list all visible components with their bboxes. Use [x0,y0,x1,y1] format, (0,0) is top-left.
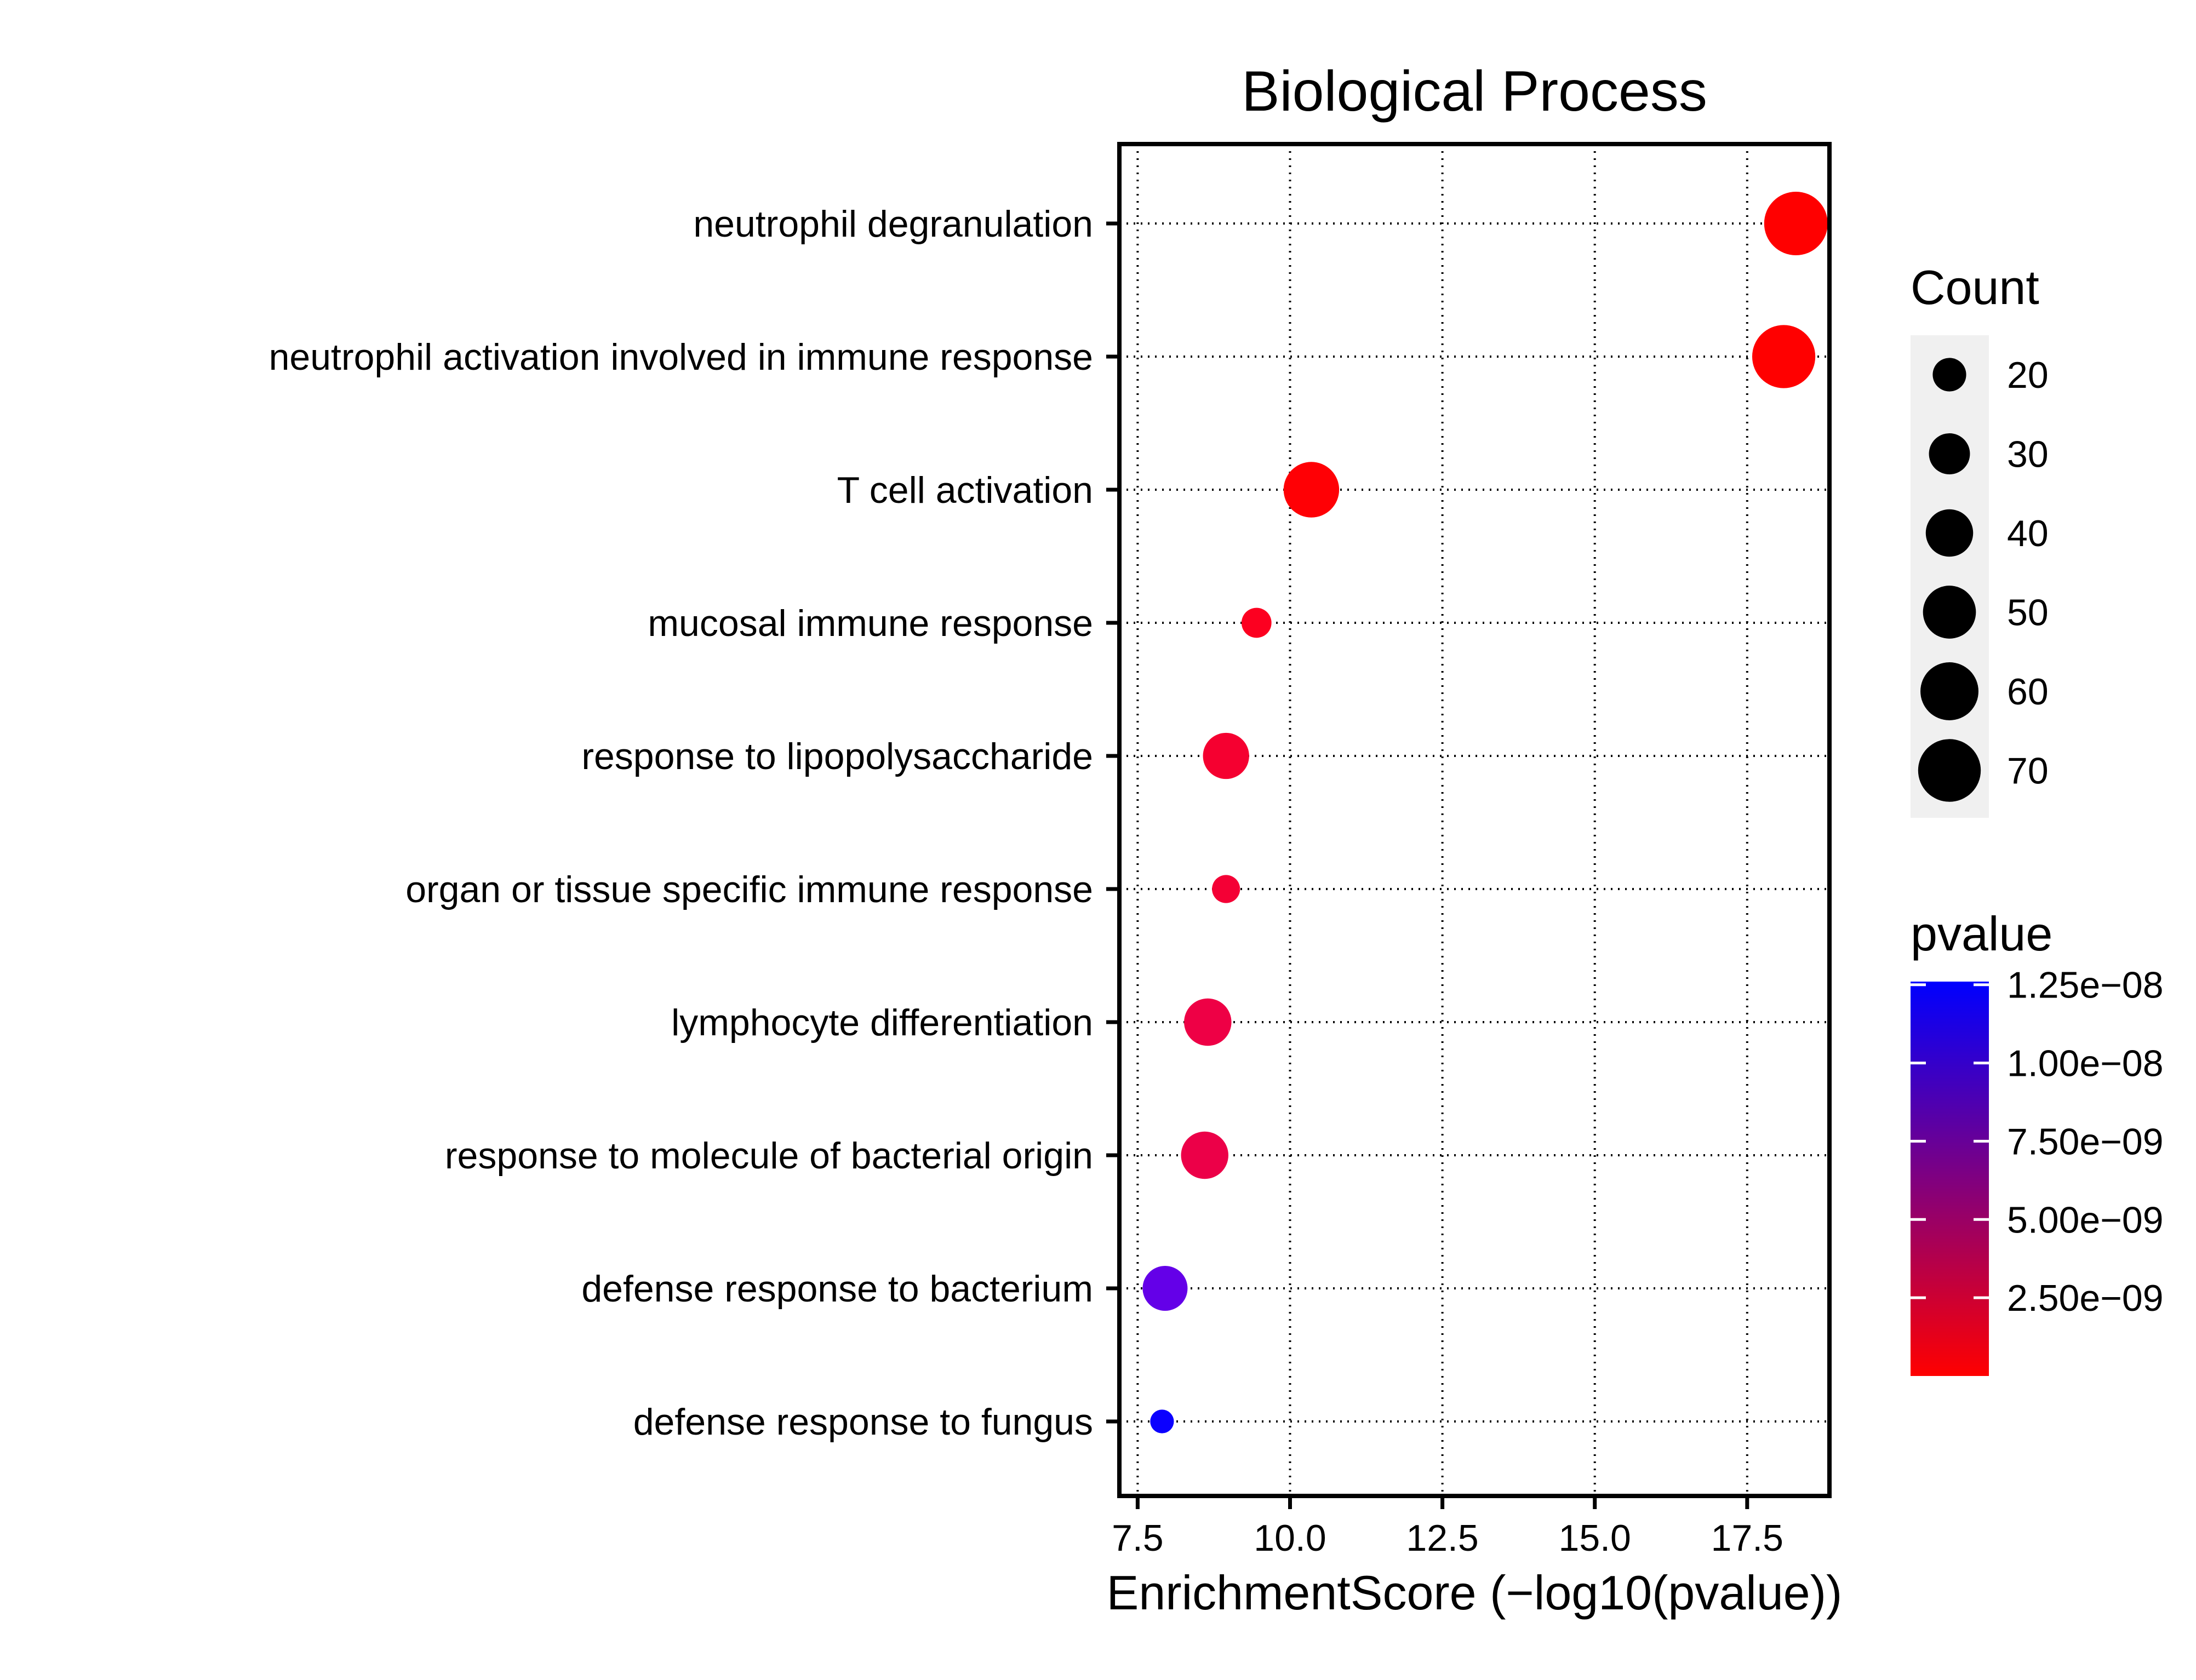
x-axis-ticks: 7.5 10.0 12.5 15.0 17.5 [1112,1496,1783,1559]
x-tick-label: 12.5 [1406,1517,1478,1559]
category-labels: neutrophil degranulation neutrophil activ… [269,203,1093,1443]
category-label: defense response to bacterium [581,1268,1093,1310]
legend-count-label: 60 [2007,671,2049,713]
x-tick-label: 15.0 [1559,1517,1631,1559]
legend-pvalue-colorbar [1911,982,1989,1376]
grid-lines [1119,144,1829,1496]
legend-pvalue: pvalue 1.25e−08 1.00e−08 7.50e−09 5.00e−09 2… [1911,907,2164,1376]
legend-count-key-background [1911,335,1989,818]
x-axis-title: EnrichmentScore (−log10(pvalue)) [1107,1566,1843,1620]
data-point [1150,1409,1174,1434]
legend-count-key [1918,739,1981,802]
category-label: organ or tissue specific immune response [405,869,1093,910]
data-point [1283,462,1340,518]
legend-count-key [1920,662,1978,720]
legend-count-key [1925,509,1974,557]
legend-count-key [1923,586,1976,639]
legend-count-title: Count [1911,260,2039,314]
category-label: lymphocyte differentiation [671,1002,1093,1043]
x-tick-label: 17.5 [1711,1517,1783,1559]
x-tick-label: 10.0 [1254,1517,1326,1559]
legend-count-label: 70 [2007,750,2049,792]
category-label: response to molecule of bacterial origin [445,1135,1093,1177]
category-label: defense response to fungus [633,1401,1093,1443]
category-label: neutrophil degranulation [693,203,1093,245]
data-point [1752,325,1816,388]
data-points [1142,192,1828,1434]
data-point [1184,998,1232,1046]
legend-pvalue-label: 5.00e−09 [2007,1199,2164,1241]
legend-count-items: 20 30 40 50 60 70 [1918,354,2049,802]
legend-pvalue-label: 1.25e−08 [2007,965,2164,1006]
category-label: mucosal immune response [648,603,1093,644]
legend-count-label: 20 [2007,354,2049,396]
category-label: response to lipopolysaccharide [581,736,1093,777]
data-point [1142,1265,1188,1311]
legend-count-label: 50 [2007,592,2049,634]
legend-pvalue-breaks: 1.25e−08 1.00e−08 7.50e−09 5.00e−09 2.50e−09 [1911,965,2164,1319]
data-point [1203,732,1249,779]
legend-count-key [1932,358,1966,392]
data-point [1181,1131,1228,1179]
legend-pvalue-title: pvalue [1911,907,2052,961]
category-label: T cell activation [837,469,1093,511]
data-point [1241,607,1272,638]
legend-count: Count 20 30 40 50 60 70 [1911,260,2049,818]
legend-count-label: 30 [2007,434,2049,475]
legend-count-key [1929,433,1970,474]
plot-panel-border [1117,142,1832,1498]
legend-pvalue-label: 7.50e−09 [2007,1121,2164,1162]
legend-pvalue-label: 1.00e−08 [2007,1043,2164,1085]
chart-title: Biological Process [1242,60,1707,123]
category-label: neutrophil activation involved in immune… [269,336,1093,378]
legend-count-label: 40 [2007,513,2049,554]
data-point [1212,875,1240,903]
legend-pvalue-label: 2.50e−09 [2007,1277,2164,1319]
data-point [1764,192,1828,255]
x-tick-label: 7.5 [1112,1517,1164,1559]
